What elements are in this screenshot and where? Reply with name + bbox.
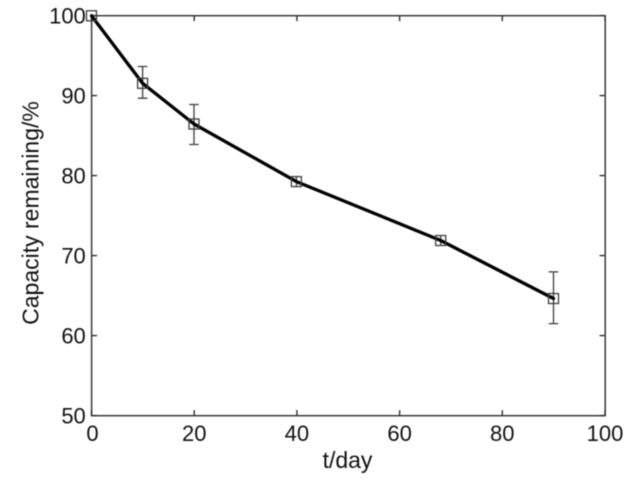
svg-text:90: 90 (61, 84, 85, 109)
svg-text:50: 50 (61, 404, 85, 429)
svg-text:100: 100 (587, 421, 624, 446)
svg-text:80: 80 (61, 164, 85, 189)
svg-text:40: 40 (285, 421, 309, 446)
svg-text:60: 60 (387, 421, 411, 446)
svg-text:Capacity remaining/%: Capacity remaining/% (18, 101, 44, 325)
svg-text:0: 0 (86, 421, 98, 446)
svg-text:70: 70 (61, 244, 85, 269)
svg-text:t/day: t/day (323, 447, 373, 473)
svg-text:80: 80 (490, 421, 514, 446)
svg-text:100: 100 (49, 4, 86, 29)
svg-text:20: 20 (182, 421, 206, 446)
svg-text:60: 60 (61, 324, 85, 349)
